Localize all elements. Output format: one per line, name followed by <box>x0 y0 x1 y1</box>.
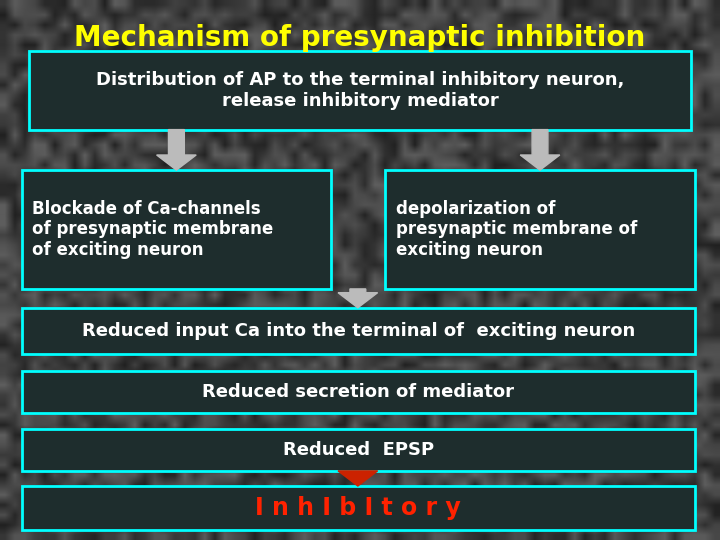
FancyBboxPatch shape <box>22 429 695 471</box>
FancyBboxPatch shape <box>29 51 691 130</box>
Text: Mechanism of presynaptic inhibition: Mechanism of presynaptic inhibition <box>74 24 646 52</box>
Text: depolarization of
presynaptic membrane of
exciting neuron: depolarization of presynaptic membrane o… <box>396 200 637 259</box>
FancyBboxPatch shape <box>22 486 695 530</box>
FancyArrow shape <box>521 130 560 170</box>
Text: Blockade of Ca-channels
of presynaptic membrane
of exciting neuron: Blockade of Ca-channels of presynaptic m… <box>32 200 274 259</box>
Text: I n h I b I t o r y: I n h I b I t o r y <box>256 496 461 520</box>
FancyBboxPatch shape <box>22 170 331 289</box>
Text: Reduced secretion of mediator: Reduced secretion of mediator <box>202 383 514 401</box>
FancyArrow shape <box>338 289 377 308</box>
Text: Reduced input Ca into the terminal of  exciting neuron: Reduced input Ca into the terminal of ex… <box>81 322 635 340</box>
FancyArrow shape <box>157 130 196 170</box>
FancyArrow shape <box>338 471 377 486</box>
FancyBboxPatch shape <box>22 371 695 413</box>
Text: Distribution of AP to the terminal inhibitory neuron,
release inhibitory mediato: Distribution of AP to the terminal inhib… <box>96 71 624 110</box>
Text: Reduced  EPSP: Reduced EPSP <box>283 441 433 459</box>
FancyBboxPatch shape <box>385 170 695 289</box>
FancyBboxPatch shape <box>22 308 695 354</box>
